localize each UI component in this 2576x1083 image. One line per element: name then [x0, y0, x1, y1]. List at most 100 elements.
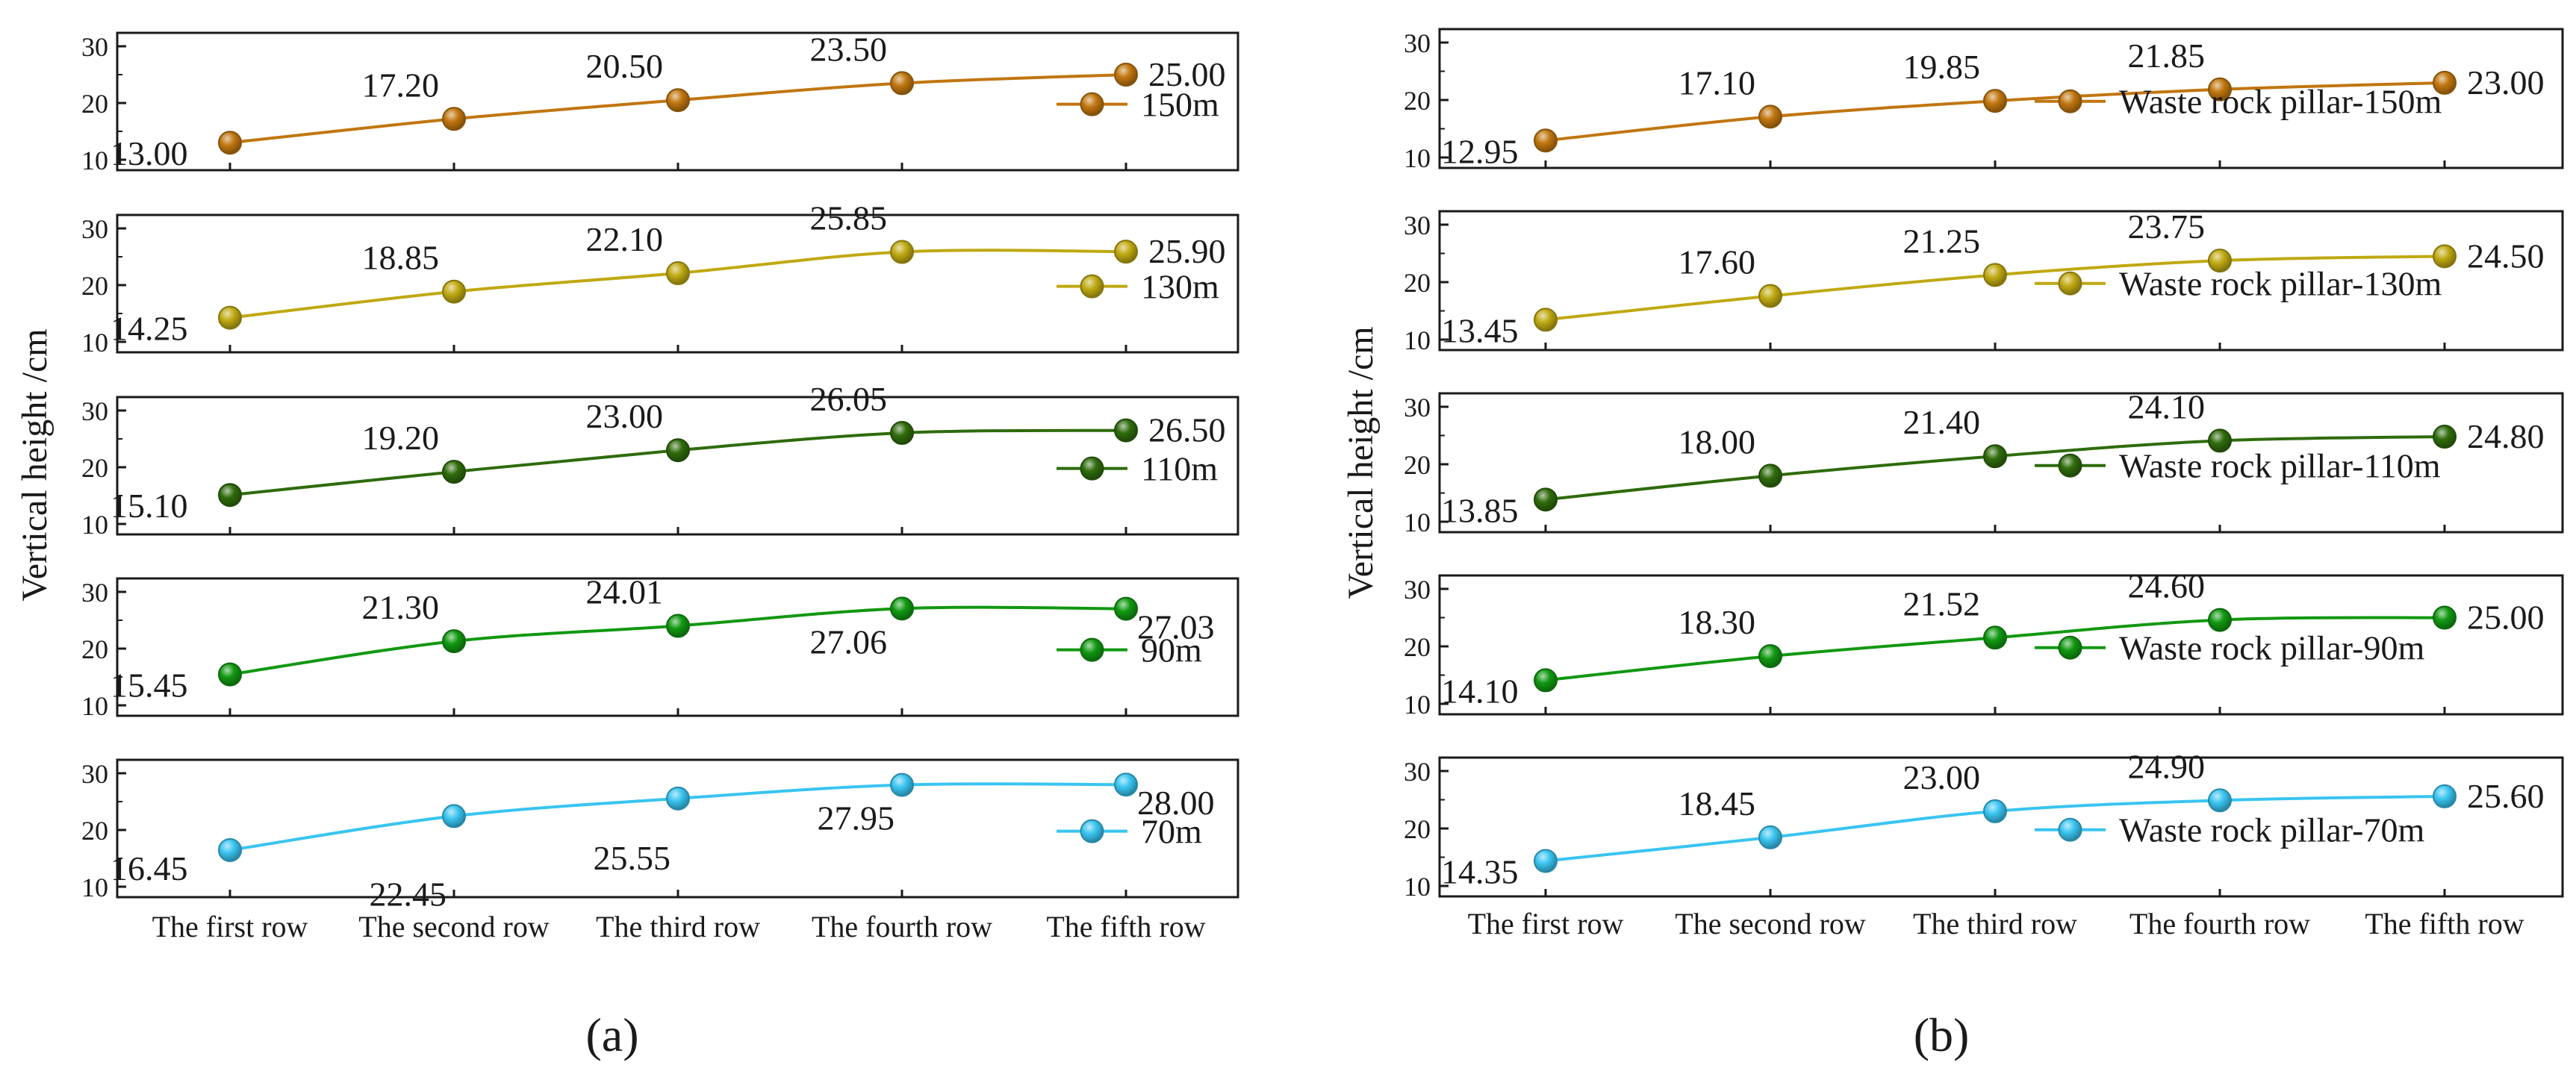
data-point — [442, 804, 466, 828]
data-label: 23.50 — [810, 30, 888, 68]
data-point — [1758, 644, 1782, 669]
x-category-label: The second row — [1675, 907, 1866, 940]
legend-marker — [2058, 817, 2082, 842]
data-point — [2433, 784, 2457, 808]
legend-label: 70m — [1141, 813, 1202, 851]
y-tick-label: 30 — [1404, 757, 1431, 787]
data-point — [1758, 825, 1782, 849]
data-label: 18.45 — [1679, 784, 1756, 823]
data-point — [890, 71, 914, 96]
data-point — [1534, 128, 1558, 153]
data-point — [1114, 63, 1138, 87]
x-category-label: The fifth row — [2365, 907, 2524, 940]
data-label: 18.85 — [362, 239, 440, 277]
legend-marker — [2058, 453, 2082, 478]
data-label: 25.60 — [2467, 777, 2545, 815]
y-tick-label: 10 — [81, 510, 108, 540]
x-category-label: The third row — [596, 910, 760, 943]
y-tick-label: 20 — [1404, 268, 1431, 298]
y-axis-title: Vertical height /cm — [15, 328, 55, 601]
legend-label: 130m — [1141, 268, 1219, 306]
legend-marker — [1080, 819, 1104, 843]
data-label: 24.50 — [2467, 237, 2545, 275]
y-tick-label: 30 — [81, 578, 108, 608]
data-point — [666, 438, 690, 463]
data-label: 27.06 — [810, 622, 888, 661]
plot-frame — [116, 396, 1239, 536]
plot-frame — [1438, 210, 2564, 352]
x-category-label: The fourth row — [812, 910, 992, 943]
plot-frame — [1438, 756, 2564, 898]
data-label: 25.00 — [2467, 599, 2545, 637]
panel-label: (b) — [1914, 1008, 1970, 1061]
data-label: 18.30 — [1679, 603, 1756, 641]
data-point — [2433, 605, 2457, 630]
y-axis-title: Vertical height /cm — [1341, 326, 1381, 599]
data-label: 14.10 — [1441, 672, 1519, 710]
data-point — [1534, 668, 1558, 693]
y-tick-label: 20 — [1404, 450, 1431, 480]
data-point — [1983, 89, 2007, 113]
legend-label: Waste rock pillar-110m — [2119, 447, 2441, 485]
data-label: 19.20 — [362, 419, 440, 457]
data-label: 22.45 — [370, 875, 447, 913]
data-label: 23.00 — [2467, 63, 2545, 102]
legend-marker — [1080, 274, 1104, 299]
y-tick-label: 30 — [1404, 210, 1431, 240]
y-tick-label: 10 — [81, 146, 108, 175]
data-label: 21.85 — [2128, 37, 2206, 75]
x-category-label: The fourth row — [2129, 907, 2310, 940]
y-tick-label: 30 — [1404, 28, 1431, 58]
data-point — [2208, 249, 2232, 273]
panel-label: (a) — [585, 1008, 638, 1061]
data-point — [1114, 773, 1138, 797]
data-point — [218, 131, 242, 155]
data-point — [218, 305, 242, 330]
plot-frame — [1438, 392, 2564, 534]
y-tick-label: 30 — [1404, 393, 1431, 422]
data-label: 24.10 — [2128, 387, 2206, 425]
data-point — [442, 460, 466, 484]
data-label: 13.85 — [1441, 491, 1519, 529]
data-point — [2433, 70, 2457, 95]
data-point — [890, 596, 914, 621]
data-label: 25.55 — [594, 839, 671, 877]
data-label: 17.60 — [1679, 243, 1756, 281]
data-point — [2208, 608, 2232, 632]
x-category-label: The first row — [1468, 907, 1624, 940]
y-tick-label: 20 — [81, 453, 108, 483]
subplot-waste-rock-pillar-150m: 10 20 30 12.95 17.10 19.85 21.85 23.00 Waste roc… — [1404, 28, 2564, 173]
y-tick-label: 30 — [1404, 575, 1431, 605]
y-tick-label: 20 — [81, 271, 108, 301]
y-tick-label: 10 — [81, 873, 108, 902]
y-tick-label: 30 — [81, 759, 108, 789]
data-label: 23.00 — [586, 397, 664, 435]
plot-frame — [116, 758, 1239, 899]
data-point — [2208, 428, 2232, 453]
y-tick-label: 30 — [81, 396, 108, 426]
data-point — [442, 629, 466, 654]
data-label: 24.60 — [2128, 567, 2206, 605]
legend-marker — [2058, 89, 2082, 113]
legend-label: 110m — [1141, 450, 1218, 488]
legend-label: Waste rock pillar-130m — [2119, 265, 2442, 303]
data-label: 24.90 — [2128, 747, 2206, 785]
legend-marker — [1080, 92, 1104, 116]
data-point — [1114, 240, 1138, 264]
data-point — [890, 421, 914, 446]
data-point — [666, 88, 690, 113]
data-point — [218, 837, 242, 862]
data-point — [666, 786, 690, 811]
data-label: 22.10 — [586, 220, 664, 258]
data-label: 21.52 — [1903, 584, 1981, 622]
subplot-waste-rock-pillar-130m: 10 20 30 13.45 17.60 21.25 23.75 24.50 Waste roc… — [1404, 207, 2564, 355]
data-point — [1534, 849, 1558, 873]
data-point — [218, 662, 242, 687]
legend-marker — [2058, 271, 2082, 296]
data-label: 25.90 — [1148, 232, 1226, 270]
subplot-waste-rock-pillar-70m: 10 20 30 14.35 18.45 23.00 24.90 25.60 Waste roc… — [1404, 747, 2564, 902]
data-point — [1114, 596, 1138, 621]
x-category-label: The second row — [358, 910, 550, 943]
